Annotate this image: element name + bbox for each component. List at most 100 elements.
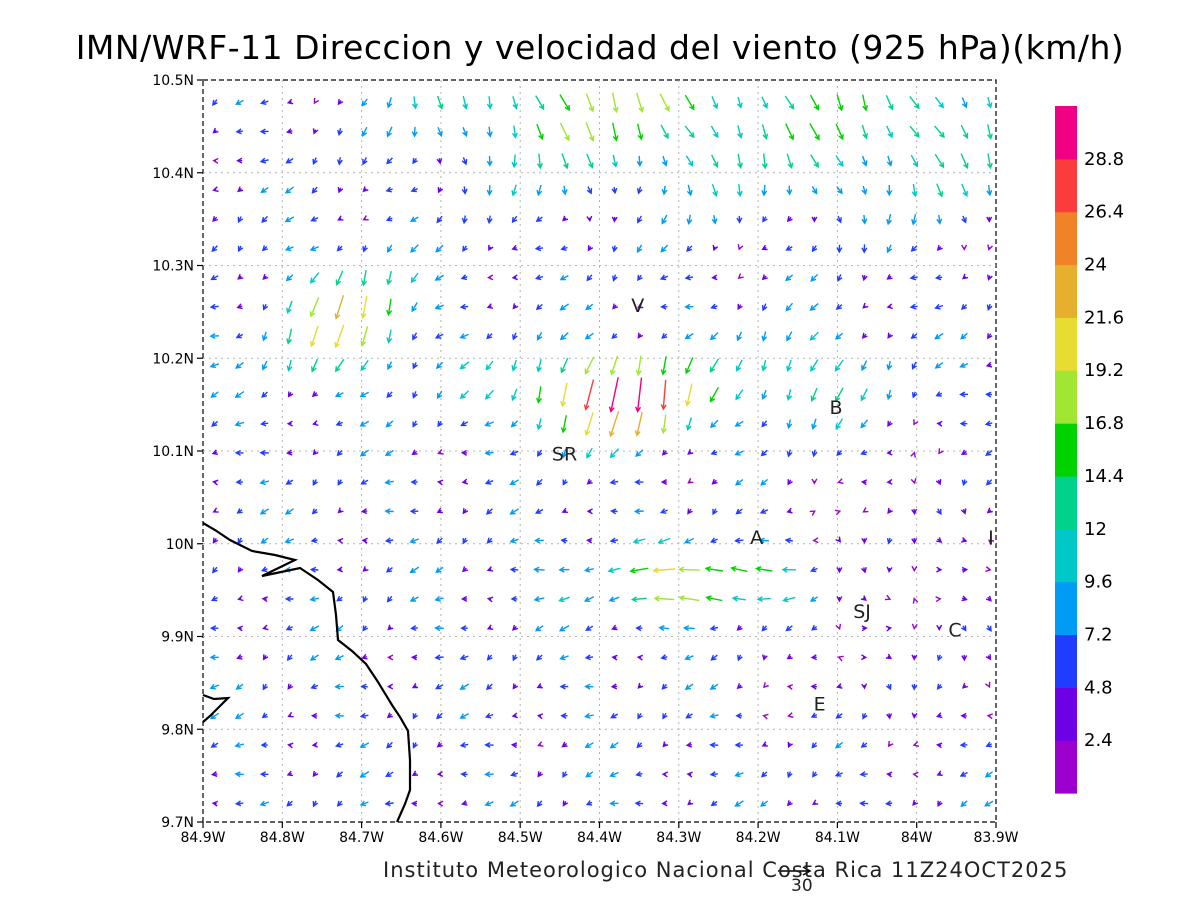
wind-arrow [511,274,518,281]
wind-arrow [886,125,893,139]
wind-arrow [935,742,943,749]
wind-arrow [685,741,693,748]
wind-arrow [834,741,844,749]
wind-arrow [709,358,720,373]
wind-arrow [761,331,768,342]
wind-arrow [911,683,918,691]
wind-arrow [986,153,993,170]
wind-arrow [985,595,992,602]
wind-arrow [535,654,543,661]
wind-arrow [937,800,943,807]
colorbar-label: 12 [1084,519,1107,540]
wind-arrow [809,596,819,602]
wind-arrow [910,154,918,168]
wind-arrow [611,654,618,661]
wind-arrow [462,537,468,545]
wind-arrow [960,153,969,170]
wind-arrow [485,508,493,515]
wind-arrow [360,479,369,485]
wind-arrow [410,186,418,193]
wind-arrow [560,357,569,374]
wind-arrow [510,420,519,428]
x-tick-label: 84.9W [180,830,225,846]
wind-arrow [534,537,544,544]
x-tick-label: 84W [901,830,933,846]
city-label: SR [552,443,577,465]
wind-arrow [337,507,344,514]
wind-arrow [261,360,268,371]
wind-arrow [959,742,968,748]
wind-arrow [237,245,244,253]
wind-arrow [384,449,394,456]
wind-arrow [461,157,468,166]
wind-arrow [312,157,318,166]
wind-arrow [835,536,842,543]
wind-arrow [434,274,445,281]
wind-arrow [886,713,893,720]
wind-arrow [409,508,419,515]
wind-arrow [985,361,993,368]
wind-arrow [259,508,270,515]
colorbar-segment [1055,581,1077,636]
wind-arrow [434,625,444,632]
wind-arrow [533,596,545,603]
wind-arrow [861,214,868,225]
wind-arrow [436,479,444,486]
wind-arrow [459,654,469,661]
wind-arrow [234,712,244,719]
wind-arrow [434,304,444,310]
grid-lines [203,80,996,822]
wind-arrow [731,595,746,602]
wind-arrow [936,537,943,544]
wind-arrow [934,125,945,139]
city-label: I [988,527,994,549]
wind-arrow [337,128,343,137]
wind-arrow [637,712,643,720]
wind-arrow [436,712,443,720]
wind-arrow [412,391,418,399]
wind-arrow [677,566,700,573]
wind-arrow [461,215,468,225]
wind-arrow [660,303,668,310]
wind-arrow [661,185,668,196]
wind-arrow [261,331,268,342]
wind-arrow [985,450,993,456]
wind-arrow [987,244,993,251]
wind-arrow [836,567,843,574]
wind-arrow [285,479,294,485]
wind-arrow [309,325,319,348]
wind-arrow [886,566,893,574]
wind-arrow [912,741,920,747]
wind-arrow [787,479,793,486]
wind-arrow [862,302,869,309]
wind-arrow [360,295,368,320]
wind-arrow [360,359,369,372]
wind-arrow [609,771,619,778]
wind-arrow [484,771,494,778]
wind-arrow [436,158,443,165]
wind-arrow [611,624,618,631]
wind-arrow [210,274,219,281]
colorbar-segment [1055,740,1077,794]
wind-arrow [436,771,444,778]
wind-arrow [860,388,868,402]
wind-arrow [462,508,469,515]
wind-arrow [487,274,494,281]
wind-arrow [787,741,794,749]
wind-arrow [237,186,244,193]
wind-arrow [860,595,867,602]
wind-arrow [558,624,570,632]
wind-arrow [510,742,518,749]
wind-arrow [637,274,643,282]
wind-arrow [509,479,520,486]
wind-arrow [484,389,495,400]
wind-arrow [633,508,644,515]
wind-arrow [684,383,693,407]
wind-arrow [237,273,244,280]
wind-arrow [637,302,644,309]
wind-arrow [460,771,468,778]
wind-arrow [861,537,868,545]
wind-arrow [386,595,393,603]
wind-arrow [684,332,694,340]
wind-arrow [784,274,794,282]
